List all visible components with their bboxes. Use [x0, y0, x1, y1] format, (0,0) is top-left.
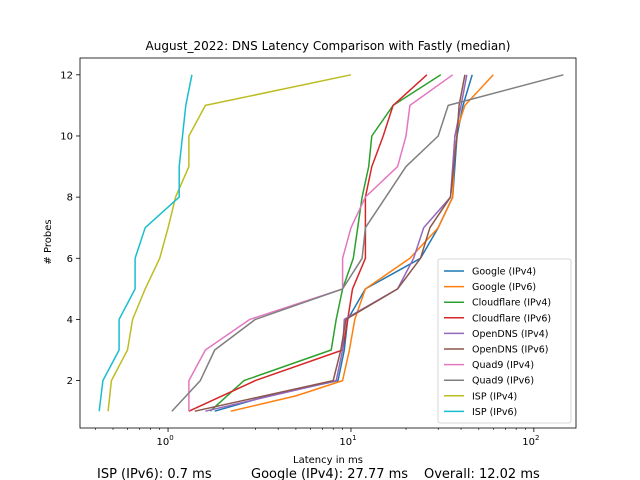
series-line-7	[171, 74, 564, 412]
footer-isp-label: ISP (IPv6): 0.7 ms	[97, 467, 212, 480]
legend-label-7: Quad9 (IPv6)	[472, 376, 534, 387]
legend-label-3: Cloudflare (IPv6)	[472, 313, 551, 324]
series-line-8	[107, 74, 352, 412]
x-tick-label-2: 102	[522, 434, 539, 448]
y-tick-label-3: 8	[67, 193, 73, 204]
legend-label-0: Google (IPv4)	[472, 267, 536, 278]
series-line-5	[194, 74, 466, 412]
x-tick-label-1: 101	[339, 434, 356, 448]
footer-google-label: Google (IPv4): 27.77 ms	[251, 467, 408, 480]
chart-title: August_2022: DNS Latency Comparison with…	[146, 39, 511, 53]
y-tick-label-5: 12	[60, 70, 73, 81]
series-line-3	[188, 74, 428, 412]
plot-area	[98, 74, 564, 412]
y-tick-label-0: 2	[67, 376, 73, 387]
legend-label-8: ISP (IPv4)	[472, 391, 517, 402]
y-tick-label-1: 4	[67, 315, 73, 326]
legend-box	[437, 258, 572, 424]
plot-frame	[79, 57, 577, 429]
legend: Google (IPv4) Google (IPv6) Cloudflare (IP…	[437, 258, 572, 424]
legend-label-5: OpenDNS (IPv6)	[472, 345, 548, 356]
y-tick-label-4: 10	[60, 131, 73, 142]
series-line-9	[98, 74, 193, 412]
legend-label-9: ISP (IPv6)	[472, 407, 517, 418]
x-axis-title: Latency in ms	[293, 455, 363, 466]
series-line-0	[214, 74, 473, 412]
y-axis-title: # Probes	[43, 219, 54, 264]
series-line-6	[188, 74, 454, 412]
x-tick-label-0: 100	[156, 434, 173, 448]
series-line-4	[205, 74, 468, 412]
footer-overall-label: Overall: 12.02 ms	[424, 467, 540, 480]
series-line-2	[209, 74, 442, 412]
legend-label-4: OpenDNS (IPv4)	[472, 329, 548, 340]
y-tick-label-2: 6	[67, 254, 73, 265]
legend-label-6: Quad9 (IPv4)	[472, 360, 534, 371]
legend-label-2: Cloudflare (IPv4)	[472, 298, 551, 309]
legend-label-1: Google (IPv6)	[472, 282, 536, 293]
